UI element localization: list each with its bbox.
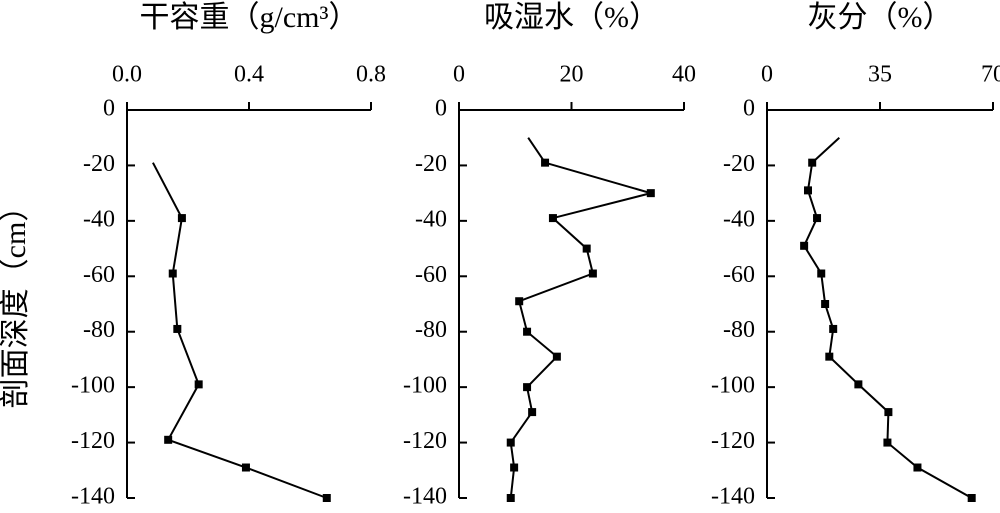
data-point: [168, 269, 177, 278]
data-line: [802, 136, 973, 499]
data-point: [552, 352, 561, 361]
data-point: [541, 158, 550, 167]
data-point: [804, 186, 813, 195]
data-point: [523, 327, 532, 336]
data-point: [506, 494, 515, 502]
data-point: [854, 380, 863, 389]
data-point: [808, 158, 817, 167]
data-point: [884, 408, 893, 417]
y-tick-label: -80: [723, 317, 755, 343]
data-point: [322, 494, 331, 502]
y-tick-label: -20: [723, 151, 755, 177]
panel-title: 吸湿水（%）: [484, 1, 659, 34]
y-tick-label: 0: [435, 96, 447, 122]
y-tick-label: -100: [403, 373, 447, 399]
data-point: [883, 438, 892, 447]
data-point: [515, 297, 524, 306]
x-tick-label: 20: [560, 62, 584, 88]
y-tick-label: -40: [83, 206, 115, 232]
y-tick-label: -120: [71, 428, 115, 454]
data-point: [829, 324, 838, 333]
data-line: [152, 162, 328, 499]
y-tick-label: -120: [711, 428, 755, 454]
data-point: [164, 435, 173, 444]
x-tick-label: 40: [672, 62, 696, 88]
y-tick-label: -20: [83, 151, 115, 177]
y-tick-label: -80: [83, 317, 115, 343]
y-tick-label: -60: [83, 262, 115, 288]
y-tick-label: -100: [71, 373, 115, 399]
y-tick-label: -40: [723, 206, 755, 232]
data-point: [588, 269, 597, 278]
x-tick-label: 0.4: [234, 62, 264, 88]
y-tick-label: -120: [403, 428, 447, 454]
y-tick-label: -100: [711, 373, 755, 399]
x-tick-label: 0: [453, 62, 465, 88]
data-point: [528, 408, 537, 417]
data-point: [825, 352, 834, 361]
y-tick-label: -140: [71, 484, 115, 510]
data-point: [817, 269, 826, 278]
y-tick-label: -20: [415, 151, 447, 177]
panel-title: 干容重（g/cm³）: [140, 1, 359, 34]
x-tick-label: 35: [868, 62, 892, 88]
y-tick-label: -60: [723, 262, 755, 288]
data-point: [177, 214, 186, 223]
panel-title: 灰分（%）: [808, 1, 953, 34]
data-point: [548, 214, 557, 223]
y-tick-label: -40: [415, 206, 447, 232]
data-point: [523, 383, 532, 392]
y-axis-label: 剖面深度（cm）: [0, 192, 32, 409]
y-tick-label: -80: [415, 317, 447, 343]
data-point: [173, 324, 182, 333]
data-point: [510, 463, 519, 472]
x-tick-label: 0: [761, 62, 773, 88]
y-tick-label: -140: [711, 484, 755, 510]
data-point: [967, 494, 976, 502]
data-line: [509, 137, 655, 499]
y-tick-label: -60: [415, 262, 447, 288]
x-tick-label: 0.8: [356, 62, 386, 88]
y-tick-label: -140: [403, 484, 447, 510]
y-tick-label: 0: [743, 96, 755, 122]
y-tick-label: 0: [103, 96, 115, 122]
data-point: [506, 438, 515, 447]
data-point: [582, 244, 591, 253]
data-point: [813, 214, 822, 223]
x-tick-label: 0.0: [112, 62, 142, 88]
data-point: [821, 300, 830, 308]
data-point: [194, 380, 203, 389]
x-tick-label: 70: [981, 62, 1000, 88]
data-point: [241, 463, 250, 472]
data-point: [646, 189, 655, 198]
data-point: [913, 463, 922, 472]
data-point: [800, 241, 809, 250]
